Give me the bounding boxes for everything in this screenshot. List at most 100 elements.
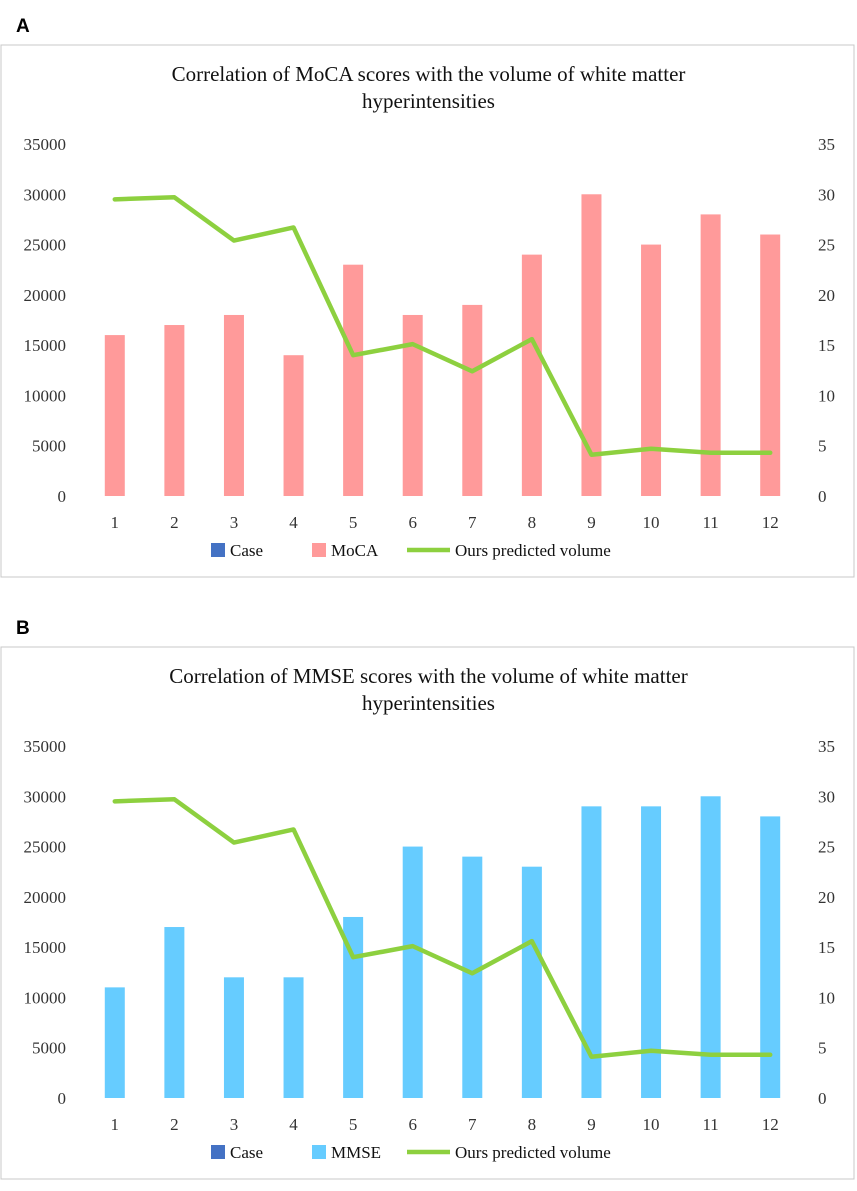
bar-mmse	[462, 856, 483, 1098]
x-axis-tick-label: 2	[170, 513, 179, 532]
right-axis-tick-label: 35	[818, 737, 835, 756]
x-axis-tick-label: 5	[349, 1115, 358, 1134]
bar-mmse	[343, 916, 364, 1098]
x-axis-tick-label: 1	[111, 1115, 120, 1134]
bar-moca	[223, 314, 244, 496]
right-axis-tick-label: 20	[818, 286, 835, 305]
legend-label: Ours predicted volume	[455, 1143, 611, 1162]
x-axis-tick-label: 6	[408, 1115, 417, 1134]
bar-mmse	[283, 977, 304, 1098]
bar-moca	[521, 254, 542, 496]
bar-mmse	[223, 977, 244, 1098]
bar-moca	[104, 335, 125, 496]
right-axis-tick-label: 0	[818, 487, 827, 506]
left-axis-tick-label: 20000	[24, 888, 67, 907]
left-axis-tick-label: 35000	[24, 135, 67, 154]
left-axis-tick-label: 30000	[24, 185, 67, 204]
bar-moca	[343, 264, 364, 496]
x-axis-tick-label: 7	[468, 513, 477, 532]
x-axis-tick-label: 11	[702, 1115, 718, 1134]
x-axis-tick-label: 3	[230, 1115, 239, 1134]
bar-moca	[283, 355, 304, 496]
chart-moca: Correlation of MoCA scores with the volu…	[0, 44, 855, 578]
right-axis-tick-label: 20	[818, 888, 835, 907]
bar-moca	[700, 214, 721, 496]
bar-moca	[760, 234, 781, 496]
chart-frame	[0, 646, 855, 1180]
right-axis-tick-label: 10	[818, 988, 835, 1007]
x-axis-tick-label: 11	[702, 513, 718, 532]
bar-moca	[581, 194, 602, 497]
left-axis-tick-label: 25000	[24, 236, 67, 255]
bar-mmse	[104, 987, 125, 1098]
bar-moca	[164, 325, 185, 496]
bar-mmse	[700, 796, 721, 1098]
chart-title-line: hyperintensities	[362, 691, 495, 715]
x-axis-tick-label: 10	[643, 513, 660, 532]
bar-mmse	[581, 806, 602, 1098]
x-axis-tick-label: 7	[468, 1115, 477, 1134]
series-line-predicted-volume	[112, 195, 773, 458]
x-axis-tick-label: 9	[587, 513, 596, 532]
bar-mmse	[760, 816, 781, 1098]
panel-label-b: B	[16, 618, 30, 639]
series-line-predicted-volume	[112, 797, 773, 1060]
x-axis-tick-label: 4	[289, 1115, 298, 1134]
legend-swatch-bar	[312, 543, 326, 557]
chart-frame	[0, 44, 855, 578]
x-axis-tick-label: 10	[643, 1115, 660, 1134]
left-axis-tick-label: 10000	[24, 988, 67, 1007]
legend-swatch-bar	[211, 1145, 225, 1159]
x-axis-tick-label: 8	[528, 513, 537, 532]
x-axis-tick-label: 3	[230, 513, 239, 532]
left-axis-tick-label: 30000	[24, 787, 67, 806]
legend-label: Case	[230, 541, 263, 560]
right-axis-tick-label: 10	[818, 386, 835, 405]
x-axis-tick-label: 1	[111, 513, 120, 532]
left-axis-tick-label: 25000	[24, 838, 67, 857]
left-axis-tick-label: 35000	[24, 737, 67, 756]
left-axis-tick-label: 5000	[32, 437, 66, 456]
left-axis-tick-label: 5000	[32, 1039, 66, 1058]
left-axis-tick-label: 0	[58, 487, 67, 506]
right-axis-tick-label: 15	[818, 336, 835, 355]
bar-mmse	[402, 846, 423, 1098]
chart-mmse: Correlation of MMSE scores with the volu…	[0, 646, 855, 1180]
chart-title-line: hyperintensities	[362, 89, 495, 113]
right-axis-tick-label: 15	[818, 938, 835, 957]
left-axis-tick-label: 20000	[24, 286, 67, 305]
right-axis-tick-label: 30	[818, 185, 835, 204]
right-axis-tick-label: 30	[818, 787, 835, 806]
x-axis-tick-label: 4	[289, 513, 298, 532]
bar-moca	[402, 314, 423, 496]
right-axis-tick-label: 25	[818, 236, 835, 255]
bar-moca	[462, 304, 483, 496]
x-axis-tick-label: 9	[587, 1115, 596, 1134]
bar-mmse	[164, 927, 185, 1098]
right-axis-tick-label: 0	[818, 1089, 827, 1108]
x-axis-tick-label: 5	[349, 513, 358, 532]
legend-label: MMSE	[331, 1143, 381, 1162]
left-axis-tick-label: 15000	[24, 336, 67, 355]
legend-label: Case	[230, 1143, 263, 1162]
x-axis-tick-label: 6	[408, 513, 417, 532]
panel-label-a: A	[16, 16, 30, 37]
bar-moca	[641, 244, 662, 496]
legend-label: Ours predicted volume	[455, 541, 611, 560]
x-axis-tick-label: 8	[528, 1115, 537, 1134]
left-axis-tick-label: 15000	[24, 938, 67, 957]
legend-label: MoCA	[331, 541, 379, 560]
legend-swatch-bar	[312, 1145, 326, 1159]
right-axis-tick-label: 5	[818, 1039, 827, 1058]
chart-title-line: Correlation of MoCA scores with the volu…	[172, 62, 686, 86]
chart-title-line: Correlation of MMSE scores with the volu…	[169, 664, 687, 688]
left-axis-tick-label: 0	[58, 1089, 67, 1108]
bar-mmse	[641, 806, 662, 1098]
legend-swatch-bar	[211, 543, 225, 557]
right-axis-tick-label: 5	[818, 437, 827, 456]
right-axis-tick-label: 35	[818, 135, 835, 154]
x-axis-tick-label: 12	[762, 513, 779, 532]
bar-mmse	[521, 866, 542, 1098]
left-axis-tick-label: 10000	[24, 386, 67, 405]
right-axis-tick-label: 25	[818, 838, 835, 857]
